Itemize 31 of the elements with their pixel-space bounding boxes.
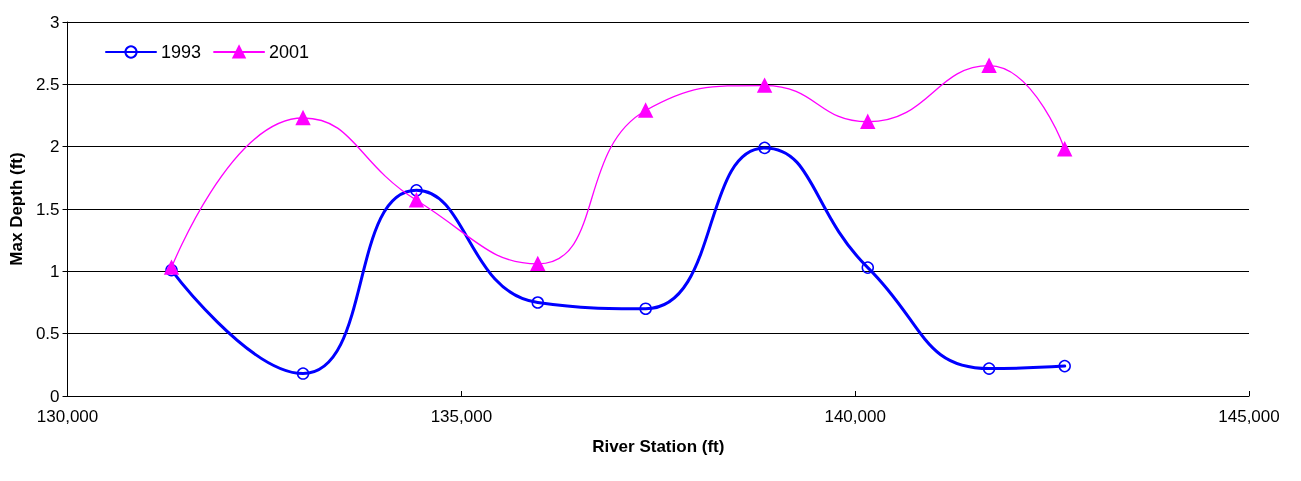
- point: [757, 78, 772, 93]
- y-axis-title: Max Depth (ft): [7, 152, 26, 266]
- y-tick-label: 2.5: [35, 74, 60, 94]
- x-tick-label: 145,000: [1218, 407, 1280, 426]
- x-tick-label: 140,000: [824, 407, 886, 426]
- y-tick-label: 3: [50, 12, 60, 32]
- point: [638, 103, 653, 118]
- point: [410, 184, 423, 197]
- point: [531, 296, 545, 309]
- point: [639, 302, 652, 315]
- point: [1058, 359, 1071, 373]
- point: [861, 261, 875, 274]
- y-tick-label: 1.5: [35, 199, 60, 219]
- legend-label: 1993: [161, 42, 202, 62]
- x-axis-title: River Station (ft): [592, 437, 725, 456]
- point: [295, 110, 311, 126]
- point: [981, 58, 997, 73]
- point: [758, 141, 771, 155]
- point: [296, 367, 310, 380]
- point: [1057, 141, 1072, 157]
- point: [860, 114, 876, 129]
- point: [530, 256, 546, 272]
- y-tick-label: 0.5: [35, 324, 60, 344]
- y-tick-label: 0: [50, 386, 60, 406]
- y-tick-label: 1: [50, 261, 60, 281]
- y-tick-label: 2: [50, 137, 60, 157]
- x-tick-label: 135,000: [430, 407, 493, 426]
- point: [409, 193, 424, 208]
- legend-label: 2001: [269, 42, 310, 62]
- x-tick-label: 130,000: [36, 407, 99, 426]
- point: [982, 362, 996, 375]
